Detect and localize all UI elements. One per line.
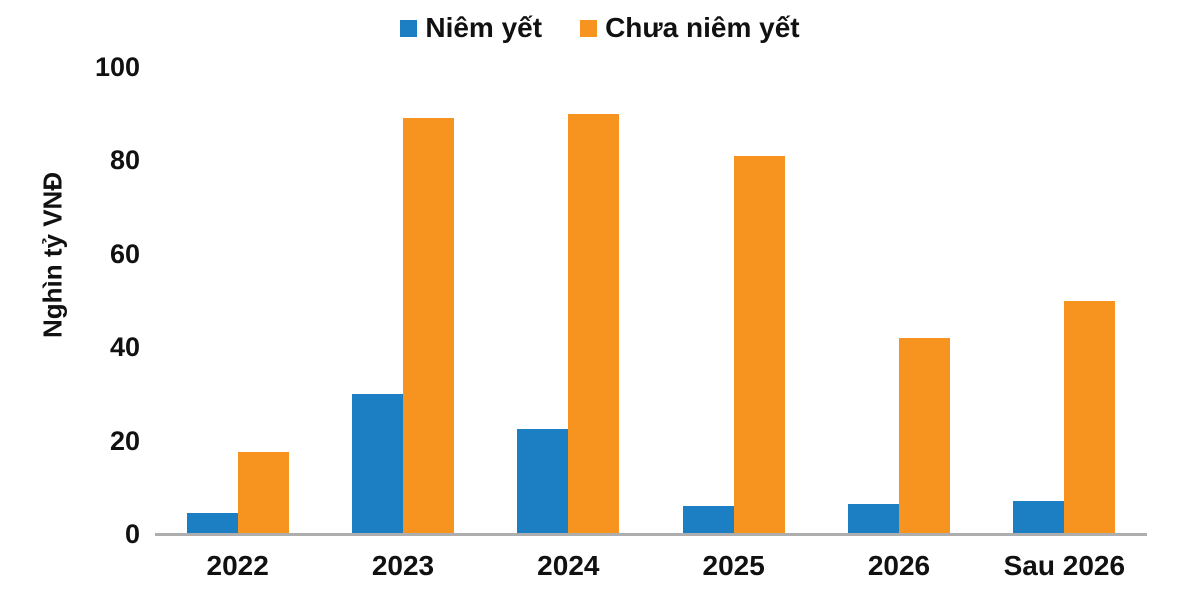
legend-item-1: Chưa niêm yết	[580, 12, 800, 44]
y-tick-label: 20	[109, 425, 140, 456]
x-tick-label: 2026	[867, 550, 931, 581]
y-tick-label: 80	[109, 145, 140, 176]
legend-item-0: Niêm yết	[400, 12, 542, 44]
legend-swatch-icon	[400, 19, 418, 37]
y-tick-label: 100	[94, 52, 140, 82]
bar-cat3-series0	[682, 505, 734, 534]
bar-cat0-series0	[186, 513, 238, 534]
bar-cat3-series1	[733, 155, 785, 534]
y-tick-label: 60	[109, 238, 140, 269]
bar-cat1-series1	[403, 118, 454, 534]
legend-label: Niêm yết	[425, 12, 543, 43]
bar-cat1-series0	[352, 393, 403, 534]
legend-swatch-icon	[580, 19, 598, 37]
bar-cat4-series0	[848, 503, 899, 534]
x-tick-label: 2022	[206, 550, 269, 581]
chart-legend: Niêm yết Chưa niêm yết	[0, 12, 1200, 44]
legend-label: Chưa niêm yết	[605, 12, 800, 43]
x-tick-label: 2025	[702, 550, 765, 581]
bar-cat4-series1	[899, 337, 950, 534]
y-tick-label: 40	[109, 332, 140, 363]
bar-cat5-series0	[1013, 501, 1065, 534]
x-tick-label: Sau 2026	[1003, 550, 1126, 581]
bar-cat0-series1	[237, 452, 289, 534]
y-tick-label: 0	[124, 519, 140, 549]
x-axis-line	[155, 533, 1147, 536]
x-tick-label: 2024	[537, 550, 600, 581]
plot-area	[155, 67, 1147, 534]
bar-cat5-series1	[1064, 300, 1116, 534]
x-tick-label: 2023	[371, 550, 435, 581]
bar-cat2-series0	[517, 428, 569, 534]
bar-cat2-series1	[568, 113, 620, 534]
